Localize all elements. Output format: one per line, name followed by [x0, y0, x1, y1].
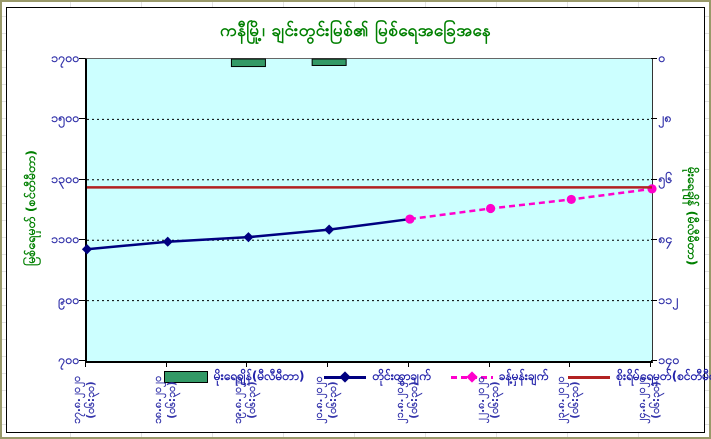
y-axis-tick-label-right: ၅၆ — [658, 170, 673, 186]
x-axis-tickmark — [488, 362, 490, 367]
y-axis-tick-label-left: ၇၀၀ — [57, 352, 79, 367]
chart-legend: မိုးရေချိန်(မီလီမီတာ) တိုင်းထွာချက် ခန့်… — [163, 362, 711, 392]
y-axis-tick-label-right: ၁၄၀ — [658, 352, 680, 367]
x-axis-tick-label: ၂၃.၈.၂၀၂၀ (၀၆:၃၀) — [555, 376, 581, 424]
legend-label: စိုးရိမ်ရေမှတ်(စင်တီမီတာ) — [616, 369, 711, 383]
left-axis-title: မြစ်ရေမှတ် (စင်တီမီတာ) — [23, 150, 38, 266]
x-axis-tickmark — [85, 362, 86, 367]
x-axis-tickmark — [569, 362, 571, 367]
x-axis-tick-label: ၁၇.၈.၂၀၂၀ (၀၆:၃၀) — [71, 376, 97, 424]
y-axis-tick-label-left: ၁၃၀၀ — [50, 170, 79, 186]
legend-label: မိုးရေချိန်(မီလီမီတာ) — [213, 369, 305, 383]
legend-label: ခန့်မှန်းချက် — [498, 369, 549, 383]
y-axis-tick-label-left: ၁၇၀၀ — [50, 50, 79, 65]
y-axis-tick-label-right: ၂၈ — [658, 110, 672, 126]
y-axis-tick-label-right: ၀ — [658, 50, 666, 65]
x-axis-tick-label: ၂၂.၈.၂၀၂၀ (၀၆:၃၀) — [474, 376, 501, 424]
x-axis-tick-label: ၁၈.၈.၂၀၂၀ (၀၆:၃၀) — [151, 376, 178, 425]
y-axis-tickmark-left — [79, 360, 85, 361]
y-axis-tickmark-left — [79, 178, 85, 180]
forecast-line-swatch-icon — [450, 371, 493, 383]
observed-line-swatch-icon — [324, 371, 367, 383]
y-axis-tickmark-right — [651, 360, 657, 361]
y-axis-tickmark-left — [79, 58, 85, 59]
x-axis-tickmark — [650, 362, 651, 367]
legend-item-rainfall: မိုးရေချိန်(မီလီမီတာ) — [163, 368, 305, 386]
danger-line-swatch-icon — [568, 372, 611, 382]
x-axis-tickmark — [165, 362, 167, 367]
y-axis-tick-label-right: ၁၁၂ — [658, 291, 679, 307]
chart-title: ကနီမြို့၊ ချင်းတွင်းမြစ်၏ မြစ်ရေအခြေအနေ — [219, 21, 492, 41]
plot-area: မိုးရေချိန်(မီလီမီတာ) တိုင်းထွာချက် ခန့်… — [81, 58, 711, 383]
legend-item-observed: တိုင်းထွာချက် — [324, 368, 431, 386]
chart-series-canvas — [81, 58, 657, 302]
legend-item-danger-level: စိုးရိမ်ရေမှတ်(စင်တီမီတာ) — [568, 368, 711, 386]
x-axis-tickmark — [407, 362, 409, 367]
y-axis-tick-label-left: ၉၀၀ — [57, 291, 79, 307]
x-axis-tick-label: ၁၉.၈.၂၀၂၀ (၀၆:၃၀) — [232, 376, 258, 424]
legend-label: တိုင်းထွာချက် — [372, 369, 431, 383]
y-axis-tickmark-right — [651, 58, 657, 59]
x-axis-tick-label: ၂၀.၈.၂၀၂၀ (၀၆:၃၀) — [313, 376, 339, 424]
y-axis-tick-label-left: ၁၁၀၀ — [50, 231, 79, 247]
y-axis-tick-label-right: ၈၄ — [658, 231, 673, 247]
x-axis-tickmark — [327, 362, 329, 367]
y-axis-tickmark-right — [651, 299, 657, 301]
chart-object-frame[interactable]: ကနီမြို့၊ ချင်းတွင်းမြစ်၏ မြစ်ရေအခြေအနေ … — [6, 7, 711, 433]
x-axis-tick-label: ၂၁.၈.၂၀၂၀ (၀၆:၃၀) — [393, 376, 420, 424]
rainfall-bar-swatch-icon — [163, 371, 208, 383]
y-axis-tickmark-right — [651, 239, 657, 241]
y-axis-tick-label-left: ၁၅၀၀ — [50, 110, 79, 126]
y-axis-tickmark-right — [651, 118, 657, 120]
y-axis-tickmark-left — [79, 239, 85, 241]
x-axis-tick-label: ၂၄.၈.၂၀၂၀ (၀၆:၃၀) — [636, 376, 662, 424]
x-axis-tickmark — [246, 362, 248, 367]
y-axis-tickmark-left — [79, 299, 85, 301]
y-axis-tickmark-left — [79, 118, 85, 120]
legend-item-forecast: ခန့်မှန်းချက် — [450, 368, 549, 386]
y-axis-tickmark-right — [651, 178, 657, 180]
